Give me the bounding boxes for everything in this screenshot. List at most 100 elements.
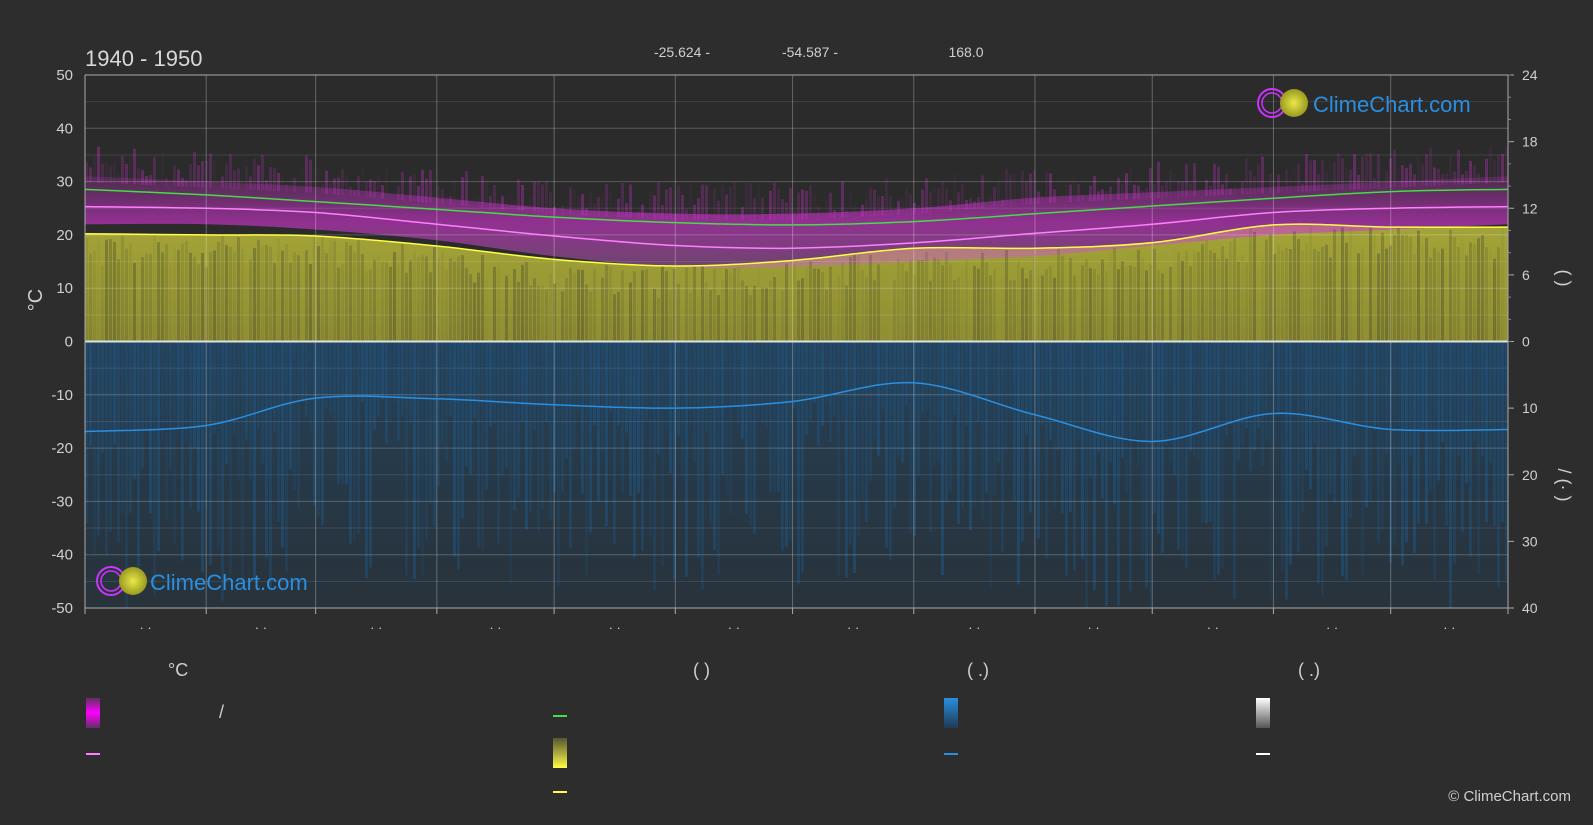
precip-stripe xyxy=(469,341,472,475)
sun-stripe xyxy=(801,278,804,342)
precip-stripe xyxy=(237,341,240,480)
temp-stripe xyxy=(829,192,832,218)
temp-stripe xyxy=(273,167,276,191)
temp-stripe xyxy=(473,192,476,206)
x-tick-label-month: · · xyxy=(370,620,382,635)
sun-stripe xyxy=(1409,237,1412,342)
sun-stripe xyxy=(533,278,536,342)
temp-stripe xyxy=(237,168,240,190)
temp-stripe xyxy=(325,170,328,194)
temp-stripe xyxy=(809,184,812,219)
sun-stripe xyxy=(425,256,428,342)
legend: °C ( ) ( .) ( .) / xyxy=(0,660,1593,800)
sun-stripe xyxy=(1329,257,1332,342)
precip-stripe xyxy=(621,341,624,493)
precip-stripe xyxy=(101,341,104,454)
temp-stripe xyxy=(853,205,856,217)
temp-stripe xyxy=(1453,171,1456,185)
temp-stripe xyxy=(177,169,180,187)
temp-stripe xyxy=(921,189,924,214)
x-tick-label-month: · · xyxy=(139,620,151,635)
precip-stripe xyxy=(865,341,868,523)
sun-stripe xyxy=(1441,248,1444,342)
temp-stripe xyxy=(1229,188,1232,195)
sun-stripe xyxy=(1425,237,1428,342)
precip-stripe xyxy=(985,341,988,493)
temp-stripe xyxy=(889,195,892,216)
sun-stripe xyxy=(157,242,160,342)
precip-stripe xyxy=(1245,341,1248,428)
sun-stripe xyxy=(1197,251,1200,342)
temp-stripe xyxy=(353,190,356,197)
legend-snow-swatch xyxy=(1256,698,1270,728)
temp-stripe xyxy=(109,166,112,184)
temp-stripe xyxy=(1457,149,1460,185)
temp-stripe xyxy=(497,199,500,210)
y2-tick-label-precip: 20 xyxy=(1522,467,1538,483)
sun-stripe xyxy=(805,267,808,342)
precip-stripe xyxy=(441,341,444,445)
temp-stripe xyxy=(1433,167,1436,186)
precip-stripe xyxy=(1461,341,1464,533)
sun-stripe xyxy=(317,246,320,342)
temp-stripe xyxy=(1325,171,1328,191)
sun-stripe xyxy=(1101,259,1104,342)
temp-stripe xyxy=(621,183,624,218)
brand-logo-top[interactable]: ClimeChart.com xyxy=(1257,88,1471,118)
temp-stripe xyxy=(933,188,936,213)
temp-stripe xyxy=(761,197,764,220)
sun-stripe xyxy=(953,280,956,342)
precip-stripe xyxy=(1413,341,1416,553)
precip-stripe xyxy=(361,341,364,402)
precip-stripe xyxy=(1357,341,1360,455)
temp-stripe xyxy=(1161,185,1164,198)
brand-logo-bottom[interactable]: ClimeChart.com xyxy=(96,566,308,596)
sun-stripe xyxy=(333,240,336,342)
temp-stripe xyxy=(149,175,152,186)
temp-stripe xyxy=(485,178,488,208)
sun-stripe xyxy=(397,263,400,342)
sun-stripe xyxy=(705,281,708,342)
sun-stripe xyxy=(1049,266,1052,342)
sun-stripe xyxy=(1497,247,1500,342)
sun-stripe xyxy=(1057,248,1060,342)
sun-stripe xyxy=(537,285,540,342)
temp-stripe xyxy=(289,168,292,191)
precip-stripe xyxy=(721,341,724,474)
precip-stripe xyxy=(605,341,608,527)
sun-stripe xyxy=(529,285,532,342)
temp-stripe xyxy=(1409,163,1412,187)
precip-stripe xyxy=(341,341,344,485)
sun-stripe xyxy=(1029,269,1032,342)
precip-stripe xyxy=(829,341,832,442)
x-tick-label-month: · · xyxy=(847,620,859,635)
temp-stripe xyxy=(641,204,644,219)
sun-stripe xyxy=(205,267,208,342)
sun-stripe xyxy=(685,267,688,342)
temp-stripe xyxy=(541,184,544,214)
temp-stripe xyxy=(949,200,952,212)
temp-stripe xyxy=(969,198,972,210)
precip-stripe xyxy=(409,341,412,423)
temp-stripe xyxy=(693,204,696,220)
precip-stripe xyxy=(141,341,144,469)
precip-stripe xyxy=(1205,341,1208,524)
sun-stripe xyxy=(665,271,668,342)
sun-stripe xyxy=(357,240,360,342)
sun-stripe xyxy=(745,286,748,342)
temp-stripe xyxy=(121,156,124,184)
temp-stripe xyxy=(1093,175,1096,201)
temp-stripe xyxy=(97,146,100,183)
sun-stripe xyxy=(553,283,556,342)
sun-stripe xyxy=(1065,277,1068,341)
precip-stripe xyxy=(1181,341,1184,560)
temp-stripe xyxy=(137,168,140,185)
sun-stripe xyxy=(657,298,660,342)
precip-stripe xyxy=(1033,341,1036,465)
sun-stripe xyxy=(217,241,220,342)
temp-stripe xyxy=(1181,181,1184,197)
precip-stripe xyxy=(1093,341,1096,591)
precip-stripe xyxy=(777,341,780,492)
sun-stripe xyxy=(1349,227,1352,342)
precip-stripe xyxy=(613,341,616,544)
